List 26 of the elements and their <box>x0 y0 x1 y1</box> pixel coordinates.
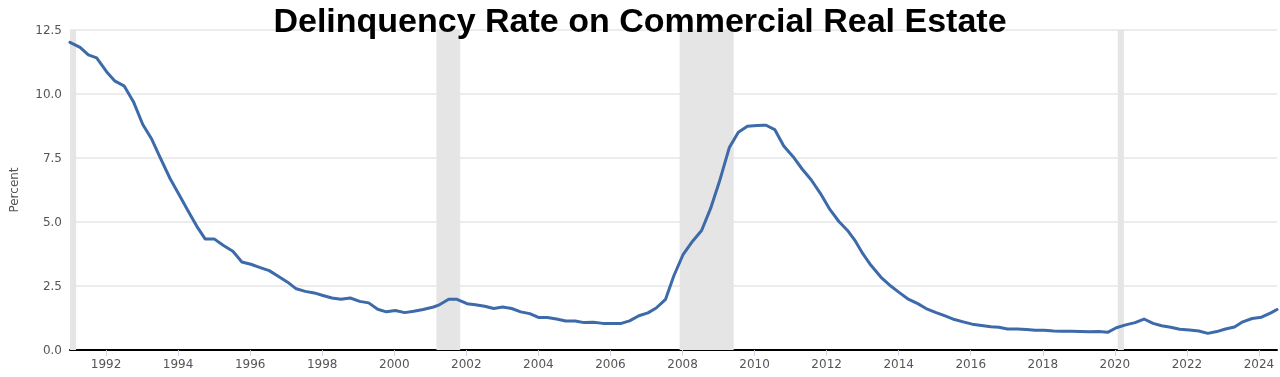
y-tick-label: 0.0 <box>42 343 62 357</box>
line-series <box>68 40 1279 335</box>
x-tick-label: 1998 <box>306 357 338 371</box>
y-axis-title: Percent <box>7 167 21 213</box>
x-tick-label: 2010 <box>739 357 770 371</box>
y-tick-label: 12.5 <box>35 23 62 37</box>
x-tick-label: 1996 <box>234 357 266 371</box>
x-tick-label: 2006 <box>595 357 626 371</box>
x-tick-label: 1994 <box>162 357 194 371</box>
x-tick-label: 2020 <box>1099 357 1131 371</box>
chart-title: Delinquency Rate on Commercial Real Estate <box>273 1 1007 39</box>
x-tick-label: 2012 <box>811 357 842 371</box>
x-tick-label: 2022 <box>1171 357 1203 371</box>
x-tick-label: 1992 <box>90 357 122 371</box>
x-tick-label: 2018 <box>1027 357 1059 371</box>
y-tick-label: 7.5 <box>42 151 62 165</box>
x-tick-label: 2000 <box>379 357 410 371</box>
y-tick-label: 2.5 <box>42 279 62 293</box>
x-tick-label: 2008 <box>667 357 698 371</box>
x-tick-label: 2016 <box>955 357 987 371</box>
x-tick-label: 2024 <box>1243 357 1275 371</box>
x-tick-label: 2002 <box>451 357 482 371</box>
x-tick-label: 2004 <box>523 357 554 371</box>
x-tick-label: 2014 <box>883 357 914 371</box>
y-tick-label: 10.0 <box>35 87 62 101</box>
y-tick-label: 5.0 <box>42 215 62 229</box>
